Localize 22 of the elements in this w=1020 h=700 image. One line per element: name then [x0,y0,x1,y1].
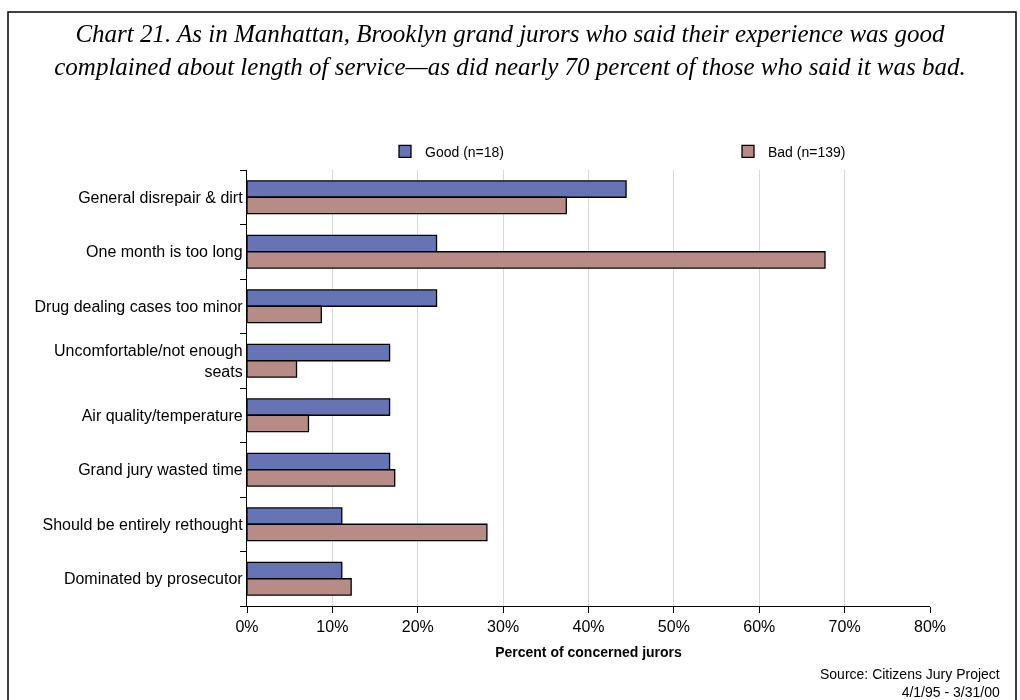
y-tick-label: Grand jury wasted time [78,461,243,479]
x-tick-label: 20% [401,618,434,636]
y-tick-label: Air quality/temperature [81,406,243,424]
y-tick-label: General disrepair & dirt [78,188,244,206]
y-tick-label: Should be entirely rethought [42,515,244,533]
x-tick-label: 70% [828,618,861,636]
x-tick-label: 0% [235,618,259,636]
y-tick-label: One month is too long [86,243,243,261]
y-tick-label: Drug dealing cases too minor [34,297,244,315]
source-note: Source: Citizens Jury Project 4/1/95 - 3/31/00 [820,666,1000,700]
legend-label: Good (n=18) [425,143,504,160]
x-axis-title: Percent of concerned jurors [495,643,683,660]
legend-label: Bad (n=139) [768,143,846,160]
y-tick-label: Dominated by prosecutor [63,570,244,588]
x-tick-label: 60% [743,618,776,636]
x-tick-label: 80% [913,618,947,636]
x-tick-label: 30% [487,618,520,636]
chart-title: Chart 21. As in Manhattan, Brooklyn grand jurors who said their experience was good complained about length of service—as did nearly 70 percent of those who said it was bad. [54,20,966,80]
x-tick-label: 50% [657,618,690,636]
x-tick-label: 10% [316,618,349,636]
x-tick-label: 40% [572,618,605,636]
y-tick-label: Uncomfortable/not enough seats [54,341,243,380]
